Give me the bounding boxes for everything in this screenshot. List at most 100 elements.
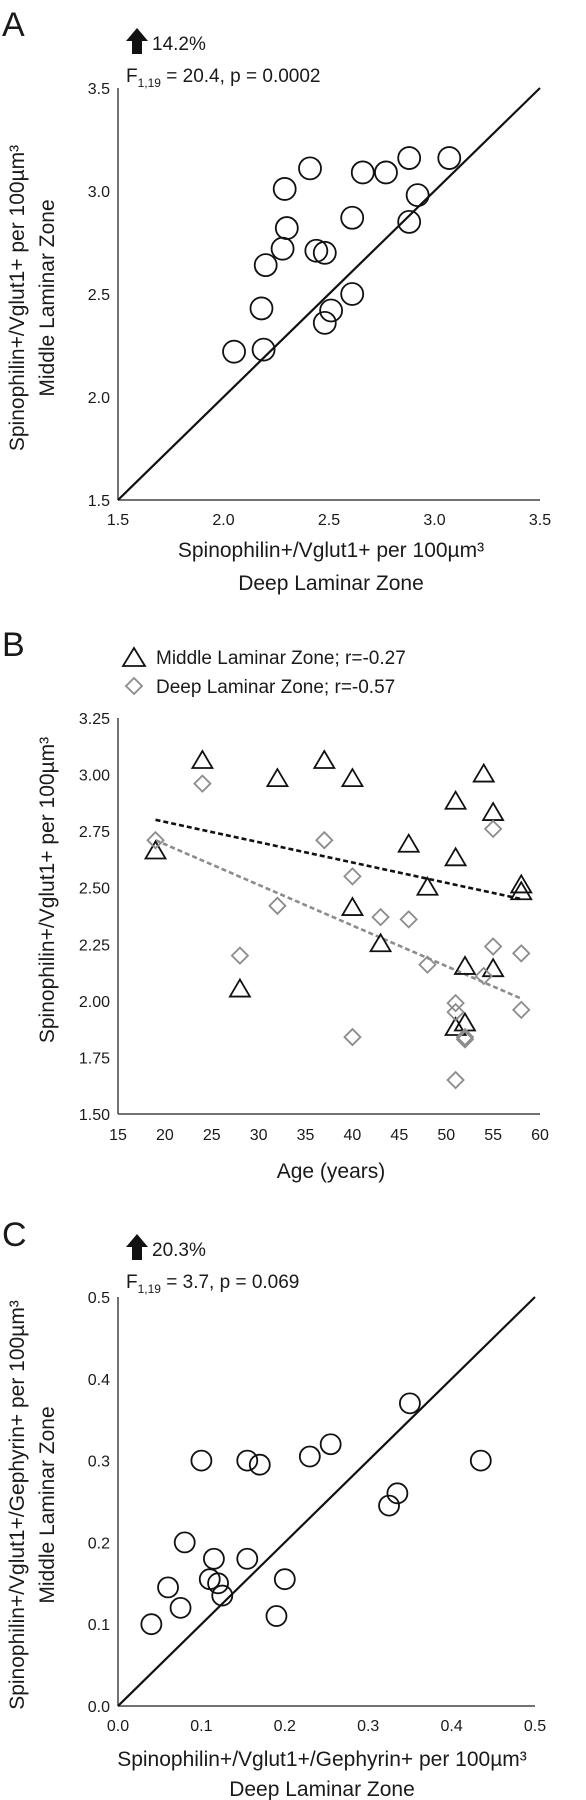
x-tick-label: 50 [437, 1127, 455, 1144]
diamond-point [483, 937, 503, 956]
data-point [248, 1453, 271, 1476]
x-tick-label: 0.5 [524, 1718, 546, 1735]
axes-a [117, 88, 540, 501]
y-tick-label: 2.25 [79, 937, 110, 954]
y-tick-label: 3.5 [88, 81, 110, 98]
x-tick-label: 2.5 [318, 512, 340, 529]
diamond-point [343, 1027, 362, 1047]
x-axis-label-a-line1: Spinophilin+/Vglut1+ per 100µm³ [178, 539, 484, 562]
triangle-point [509, 880, 533, 901]
y-tick-label: 0.4 [88, 1372, 110, 1389]
diamond-point [268, 896, 287, 916]
triangle-point [444, 846, 468, 867]
diamond-point [511, 1000, 531, 1020]
x-axis-label-a-line2: Deep Laminar Zone [238, 572, 424, 595]
x-tick-label: 3.5 [529, 512, 551, 529]
panel-letter-c: C [2, 1216, 27, 1254]
diamond-point [399, 910, 418, 929]
axes-b [117, 718, 540, 1115]
diamond-point [371, 907, 390, 927]
data-point [312, 240, 337, 265]
data-point [398, 1392, 421, 1415]
data-point [397, 146, 422, 170]
diamond-point [230, 946, 250, 965]
y-axis-label-a-line1: Spinophilin+/Vglut1+ per 100µm³ [6, 145, 29, 451]
ticks-c: 0.0 0.1 0.2 0.3 0.4 0.5 0.0 0.1 0.2 0.3 0.4 0.5 [88, 1290, 546, 1735]
triangle-point [472, 762, 496, 783]
diamond-point [418, 955, 437, 974]
x-tick-label: 0.1 [190, 1718, 212, 1735]
marks-a [117, 87, 541, 501]
x-axis-label-c-line1: Spinophilin+/Vglut1+/Gephyrin+ per 100µm… [117, 1748, 527, 1771]
diamond-point [446, 993, 465, 1013]
triangle-point [509, 873, 533, 894]
data-point [207, 1572, 229, 1595]
y-tick-label: 0.1 [88, 1617, 110, 1634]
triangle-point [481, 801, 505, 821]
data-point [203, 1547, 225, 1570]
data-point [469, 1449, 492, 1472]
x-tick-label: 0.2 [274, 1718, 296, 1735]
data-point [298, 1445, 321, 1468]
diamond-point [455, 1030, 475, 1049]
y-axis-label-a-line2: Middle Laminar Zone [36, 199, 59, 396]
identity-line [117, 87, 541, 501]
y-tick-label: 0.2 [88, 1535, 110, 1552]
data-point [222, 339, 246, 364]
trendline-diamond [154, 839, 522, 1000]
diamond-point [193, 774, 212, 793]
data-point [249, 296, 274, 321]
triangle-point [312, 749, 336, 769]
data-point [350, 160, 375, 185]
triangle-point [415, 875, 440, 896]
data-point [270, 236, 295, 261]
triangle-point [190, 749, 214, 769]
axes-c [117, 1297, 535, 1707]
data-point [274, 216, 299, 240]
data-point [340, 282, 365, 306]
y-tick-label: 2.75 [79, 824, 110, 841]
data-point [374, 160, 398, 185]
y-tick-label: 2.50 [79, 881, 110, 898]
x-tick-label: 1.5 [107, 512, 129, 529]
data-point [253, 253, 278, 278]
x-tick-label: 30 [250, 1127, 268, 1144]
panel-letter-b: B [2, 626, 25, 664]
y-axis-label-c-line1: Spinophilin+/Vglut1+/Gephyrin+ per 100µm… [6, 1300, 29, 1710]
x-tick-label: 0.3 [357, 1718, 379, 1735]
legend-marker-deep [124, 676, 144, 696]
panel-c: C 20.3% F1,19 = 3.7, p = 0.069 0.0 0.1 0.2… [2, 1216, 546, 1800]
identity-line [117, 1296, 536, 1707]
y-tick-label: 0.0 [88, 1699, 110, 1716]
up-arrow-icon [126, 28, 148, 54]
x-tick-label: 3.0 [423, 512, 445, 529]
x-axis-label-c-line2: Deep Laminar Zone [229, 1778, 415, 1800]
marks-c [117, 1296, 536, 1707]
y-tick-label: 1.50 [79, 1107, 110, 1124]
y-axis-label-b: Spinophilin+/Vglut1+ per 100µm³ [36, 737, 59, 1043]
legend-label-deep: Deep Laminar Zone; r=-0.57 [156, 677, 395, 698]
y-tick-label: 2.00 [79, 994, 110, 1011]
pct-change-c: 20.3% [152, 1240, 206, 1261]
y-tick-label: 2.5 [88, 287, 110, 304]
data-point [157, 1576, 179, 1599]
x-tick-label: 0.4 [440, 1718, 462, 1735]
triangle-point [340, 896, 365, 916]
data-point [169, 1596, 192, 1619]
pct-change-a: 14.2% [152, 34, 206, 55]
stat-text-c: F1,19 = 3.7, p = 0.069 [126, 1272, 299, 1296]
panel-b: B Middle Laminar Zone; r=-0.27 Deep Lami… [2, 626, 549, 1183]
data-point [265, 1605, 288, 1627]
triangle-point [444, 789, 468, 810]
x-tick-label: 40 [344, 1127, 362, 1144]
x-tick-label: 45 [390, 1127, 408, 1144]
legend-marker-middle [121, 646, 147, 667]
triangle-point [444, 1016, 468, 1036]
legend-label-middle: Middle Laminar Zone; r=-0.27 [156, 648, 406, 669]
data-point [173, 1531, 196, 1554]
data-point [272, 177, 297, 201]
data-point [236, 1449, 259, 1472]
ticks-b: 15 20 25 30 35 40 45 50 55 60 1.50 1.75 2.00 2.25 2.50… [79, 711, 549, 1144]
diamond-point [446, 1002, 465, 1022]
y-tick-label: 1.5 [88, 493, 110, 510]
